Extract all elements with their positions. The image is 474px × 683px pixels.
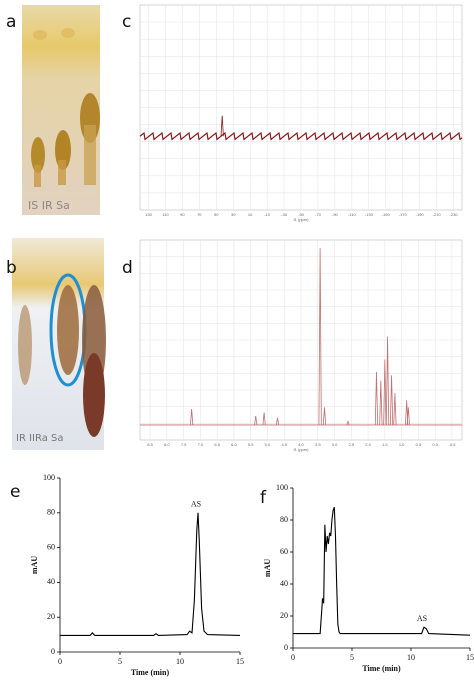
x-tick-label: 15 (466, 653, 474, 662)
lane-labels: IR IIRa Sa (16, 433, 64, 444)
x-tick-label: 6.0 (231, 442, 237, 447)
peak-annotation: AS (417, 614, 427, 623)
x-tick-label: -0.5 (448, 442, 456, 447)
x-tick-label: 0.5 (416, 442, 422, 447)
peak-annotation: AS (191, 500, 201, 509)
peak (389, 375, 394, 425)
peak (379, 380, 383, 425)
peak (275, 417, 280, 426)
peak (262, 412, 266, 425)
peak (254, 416, 258, 426)
y-tick-label: 0 (51, 647, 55, 656)
x-tick-label: 10 (248, 212, 253, 217)
y-tick-label: 40 (280, 579, 288, 588)
x-tick-label: 4.5 (281, 442, 287, 447)
x-tick-label: 110 (162, 212, 169, 217)
x-tick-label: 3.0 (332, 442, 338, 447)
x-tick-label: -90 (332, 212, 339, 217)
x-tick-label: 10 (407, 653, 415, 662)
x-tick-label: 1.5 (382, 442, 388, 447)
x-tick-label: 8.5 (147, 442, 153, 447)
x-tick-label: -10 (264, 212, 271, 217)
y-tick-label: 40 (47, 577, 55, 586)
x-tick-label: 2.5 (349, 442, 355, 447)
panel-label: a (6, 12, 16, 32)
x-tick-label: -130 (365, 212, 374, 217)
chromatogram (60, 512, 241, 637)
x-tick-label: 7.0 (198, 442, 204, 447)
x-tick-label: 0 (291, 653, 295, 662)
x-tick-label: -150 (382, 212, 391, 217)
x-tick-label: 5 (350, 653, 354, 662)
x-tick-label: -170 (399, 212, 408, 217)
y-tick-label: 80 (280, 515, 288, 524)
x-tick-label: 7.5 (181, 442, 187, 447)
panel-label: c (122, 12, 131, 32)
chromatogram (293, 507, 471, 636)
baseline-noise (139, 131, 463, 141)
x-axis-label: Time (min) (362, 664, 401, 673)
x-tick-label: 10 (176, 657, 184, 666)
x-tick-label: -30 (281, 212, 288, 217)
x-tick-label: -70 (315, 212, 322, 217)
x-tick-label: -50 (298, 212, 305, 217)
peak (322, 407, 327, 425)
x-tick-label: 5.0 (265, 442, 271, 447)
x-tick-label: -190 (416, 212, 425, 217)
x-tick-label: 15 (236, 657, 244, 666)
x-tick-label: 30 (231, 212, 236, 217)
x-tick-label: 8.0 (164, 442, 170, 447)
x-tick-label: 5.5 (248, 442, 254, 447)
x-tick-label: 90 (180, 212, 185, 217)
x-tick-label: 50 (214, 212, 219, 217)
y-tick-label: 0 (284, 643, 288, 652)
y-axis-label: mAU (263, 559, 272, 577)
peak (220, 115, 224, 137)
peak (406, 407, 410, 425)
y-tick-label: 100 (276, 483, 288, 492)
x-axis-label: Time (min) (131, 668, 170, 677)
lane-labels: IS IR Sa (28, 199, 70, 212)
peak (318, 247, 322, 425)
tlc-photo-b (12, 238, 106, 450)
x-tick-label: 1.0 (399, 442, 405, 447)
x-axis-label: f1 (ppm) (294, 217, 310, 222)
y-tick-label: 60 (280, 547, 288, 556)
panel-label: d (122, 258, 133, 278)
x-tick-label: -110 (348, 212, 356, 217)
x-tick-label: 2.0 (365, 442, 371, 447)
panel-label: b (6, 258, 17, 278)
x-tick-label: 0 (58, 657, 62, 666)
peak (383, 359, 387, 425)
y-tick-label: 60 (47, 542, 55, 551)
peak (374, 371, 379, 425)
y-tick-label: 20 (47, 612, 55, 621)
x-axis-label: f1 (ppm) (294, 447, 310, 452)
panel-label: e (10, 482, 20, 502)
y-tick-label: 100 (43, 473, 55, 482)
peak (393, 393, 397, 425)
peak (385, 336, 390, 425)
y-axis-label: mAU (30, 556, 39, 574)
y-tick-label: 20 (280, 611, 288, 620)
panel-label: f (260, 488, 267, 508)
x-tick-label: 6.5 (214, 442, 220, 447)
x-tick-label: -210 (433, 212, 442, 217)
x-tick-label: 70 (197, 212, 202, 217)
x-tick-label: 0.0 (432, 442, 438, 447)
x-tick-label: 130 (145, 212, 152, 217)
x-tick-label: 4.0 (298, 442, 304, 447)
tlc-photo-a (22, 5, 100, 215)
x-tick-label: 3.5 (315, 442, 321, 447)
peak (190, 408, 194, 425)
peak (346, 420, 350, 426)
x-tick-label: -230 (450, 212, 459, 217)
y-tick-label: 80 (47, 508, 55, 517)
x-tick-label: 5 (118, 657, 122, 666)
